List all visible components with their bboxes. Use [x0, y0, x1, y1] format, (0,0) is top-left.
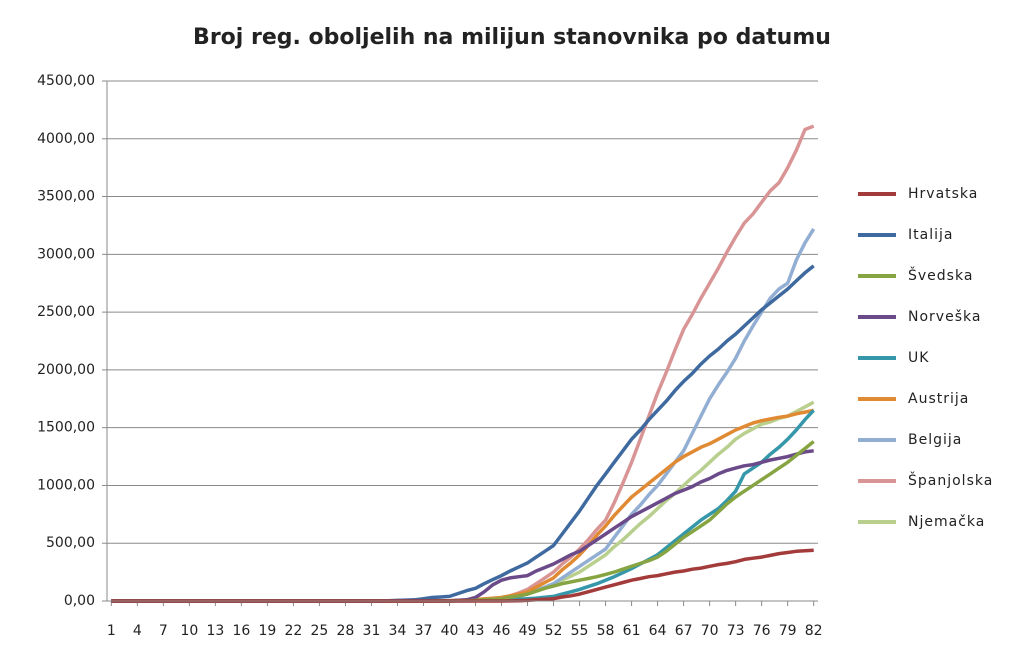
x-tick-label: 34 — [389, 623, 407, 639]
y-tick-label: 4000,00 — [37, 131, 95, 147]
x-tick-label: 13 — [206, 623, 224, 639]
x-tick-label: 79 — [779, 623, 797, 639]
legend-label: Švedska — [908, 266, 973, 284]
x-tick-label: 22 — [285, 623, 303, 639]
x-tick-label: 70 — [701, 623, 719, 639]
x-tick-label: 16 — [232, 623, 250, 639]
x-tick-label: 1 — [107, 623, 116, 639]
x-tick-label: 67 — [675, 623, 693, 639]
x-tick-label: 46 — [493, 623, 511, 639]
legend-label: UK — [908, 350, 929, 366]
legend-label: Hrvatska — [908, 186, 978, 202]
x-tick-label: 49 — [519, 623, 537, 639]
x-tick-label: 76 — [753, 623, 771, 639]
y-tick-label: 4500,00 — [37, 73, 95, 89]
x-tick-label: 43 — [467, 623, 485, 639]
x-tick-label: 10 — [180, 623, 198, 639]
y-tick-label: 1000,00 — [37, 477, 95, 493]
x-tick-label: 28 — [337, 623, 355, 639]
x-tick-label: 73 — [727, 623, 745, 639]
x-tick-label: 61 — [623, 623, 641, 639]
legend-label: Austrija — [908, 391, 969, 407]
x-tick-label: 25 — [311, 623, 329, 639]
x-tick-label: 52 — [545, 623, 563, 639]
legend-label: Belgija — [908, 432, 962, 448]
x-tick-label: 58 — [597, 623, 615, 639]
legend-label: Norveška — [908, 309, 981, 325]
y-tick-label: 3000,00 — [37, 246, 95, 262]
x-tick-label: 19 — [258, 623, 276, 639]
y-tick-label: 2000,00 — [37, 362, 95, 378]
x-tick-label: 64 — [649, 623, 667, 639]
x-tick-label: 82 — [805, 623, 823, 639]
y-tick-label: 1500,00 — [37, 420, 95, 436]
x-tick-label: 31 — [363, 623, 381, 639]
y-tick-label: 2500,00 — [37, 304, 95, 320]
legend-label: Italija — [908, 227, 953, 243]
x-tick-label: 37 — [415, 623, 433, 639]
x-tick-label: 55 — [571, 623, 589, 639]
legend-label: Španjolska — [908, 471, 993, 489]
y-tick-label: 500,00 — [46, 535, 95, 551]
chart-title: Broj reg. oboljelih na milijun stanovnik… — [193, 25, 831, 50]
legend-label: Njemačka — [908, 514, 985, 530]
x-tick-label: 40 — [441, 623, 459, 639]
y-tick-label: 0,00 — [64, 593, 95, 609]
x-tick-label: 4 — [133, 623, 142, 639]
y-tick-label: 3500,00 — [37, 189, 95, 205]
x-tick-label: 7 — [159, 623, 168, 639]
